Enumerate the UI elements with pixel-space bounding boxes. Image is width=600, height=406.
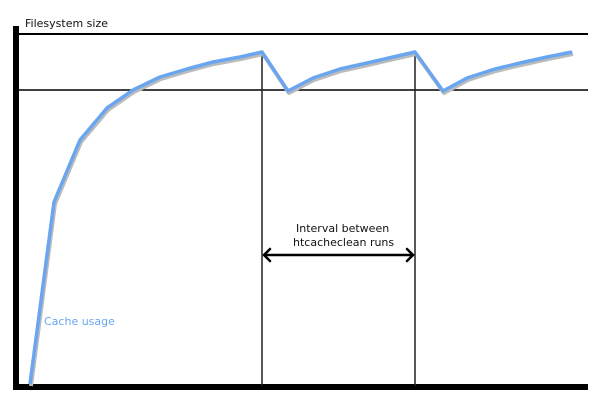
interval-label-line2: htcacheclean runs [293, 236, 395, 249]
y-axis [13, 26, 19, 390]
x-axis [13, 384, 588, 390]
cache-usage-curve [28, 50, 573, 385]
interval-arrow [262, 247, 415, 263]
interval-label-line1: Interval between [296, 222, 390, 235]
curve-shadow [29, 52, 574, 387]
y-axis-label: Filesystem size [25, 17, 108, 30]
cache-usage-label: Cache usage [44, 315, 115, 328]
